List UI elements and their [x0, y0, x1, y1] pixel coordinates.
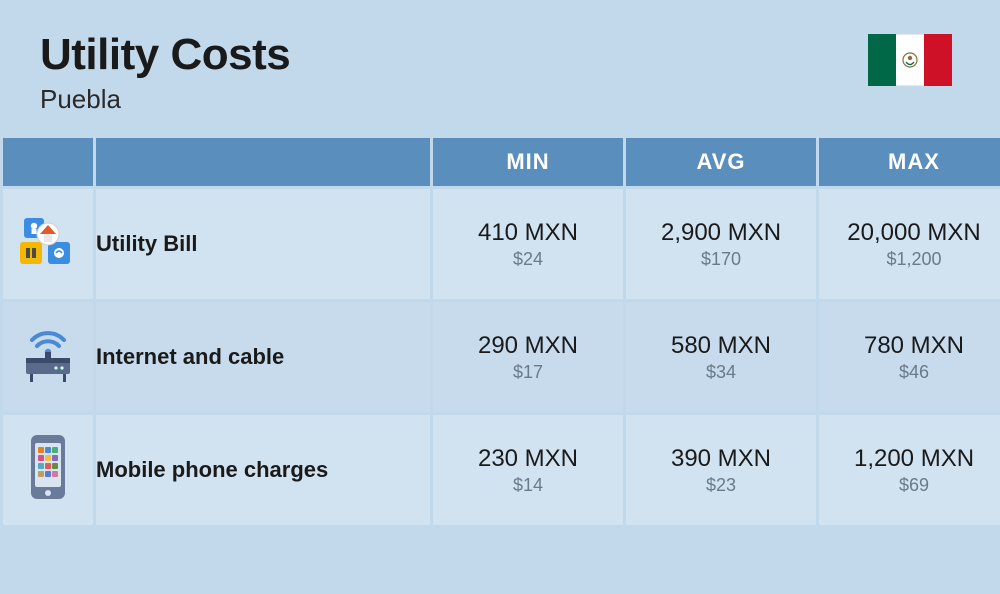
cell-max: 780 MXN $46 [819, 302, 1000, 412]
table-header-row: MIN AVG MAX [3, 138, 1000, 186]
row-label: Internet and cable [96, 302, 430, 412]
value-mxn: 580 MXN [626, 332, 816, 360]
cell-max: 1,200 MXN $69 [819, 415, 1000, 525]
value-usd: $23 [626, 475, 816, 496]
value-usd: $14 [433, 475, 623, 496]
col-header-min: MIN [433, 138, 623, 186]
header-blank-icon [3, 138, 93, 186]
col-header-avg: AVG [626, 138, 816, 186]
row-icon-cell [3, 189, 93, 299]
value-usd: $170 [626, 249, 816, 270]
value-usd: $24 [433, 249, 623, 270]
table-row: Internet and cable 290 MXN $17 580 MXN $… [3, 302, 1000, 412]
table-row: Mobile phone charges 230 MXN $14 390 MXN… [3, 415, 1000, 525]
utility-costs-page: Utility Costs Puebla [0, 0, 1000, 594]
value-usd: $69 [819, 475, 1000, 496]
cell-min: 410 MXN $24 [433, 189, 623, 299]
value-mxn: 230 MXN [433, 445, 623, 473]
mobile-phone-icon [25, 490, 71, 507]
mexico-flag-icon [868, 34, 952, 91]
value-mxn: 410 MXN [433, 219, 623, 247]
value-mxn: 780 MXN [819, 332, 1000, 360]
row-label: Mobile phone charges [96, 415, 430, 525]
costs-table: MIN AVG MAX [0, 135, 1000, 528]
cell-max: 20,000 MXN $1,200 [819, 189, 1000, 299]
header-blank-label [96, 138, 430, 186]
value-mxn: 290 MXN [433, 332, 623, 360]
value-usd: $34 [626, 362, 816, 383]
cell-avg: 390 MXN $23 [626, 415, 816, 525]
cell-avg: 2,900 MXN $170 [626, 189, 816, 299]
value-usd: $17 [433, 362, 623, 383]
internet-cable-icon [18, 373, 78, 390]
utility-bill-icon [18, 259, 78, 276]
value-mxn: 20,000 MXN [819, 219, 1000, 247]
value-usd: $1,200 [819, 249, 1000, 270]
col-header-max: MAX [819, 138, 1000, 186]
value-mxn: 390 MXN [626, 445, 816, 473]
row-icon-cell [3, 415, 93, 525]
value-usd: $46 [819, 362, 1000, 383]
value-mxn: 1,200 MXN [819, 445, 1000, 473]
header: Utility Costs Puebla [0, 0, 1000, 135]
title-block: Utility Costs Puebla [40, 30, 290, 115]
cell-min: 230 MXN $14 [433, 415, 623, 525]
page-subtitle: Puebla [40, 84, 290, 115]
cell-avg: 580 MXN $34 [626, 302, 816, 412]
row-icon-cell [3, 302, 93, 412]
page-title: Utility Costs [40, 30, 290, 80]
value-mxn: 2,900 MXN [626, 219, 816, 247]
table-row: Utility Bill 410 MXN $24 2,900 MXN $170 … [3, 189, 1000, 299]
cell-min: 290 MXN $17 [433, 302, 623, 412]
row-label: Utility Bill [96, 189, 430, 299]
